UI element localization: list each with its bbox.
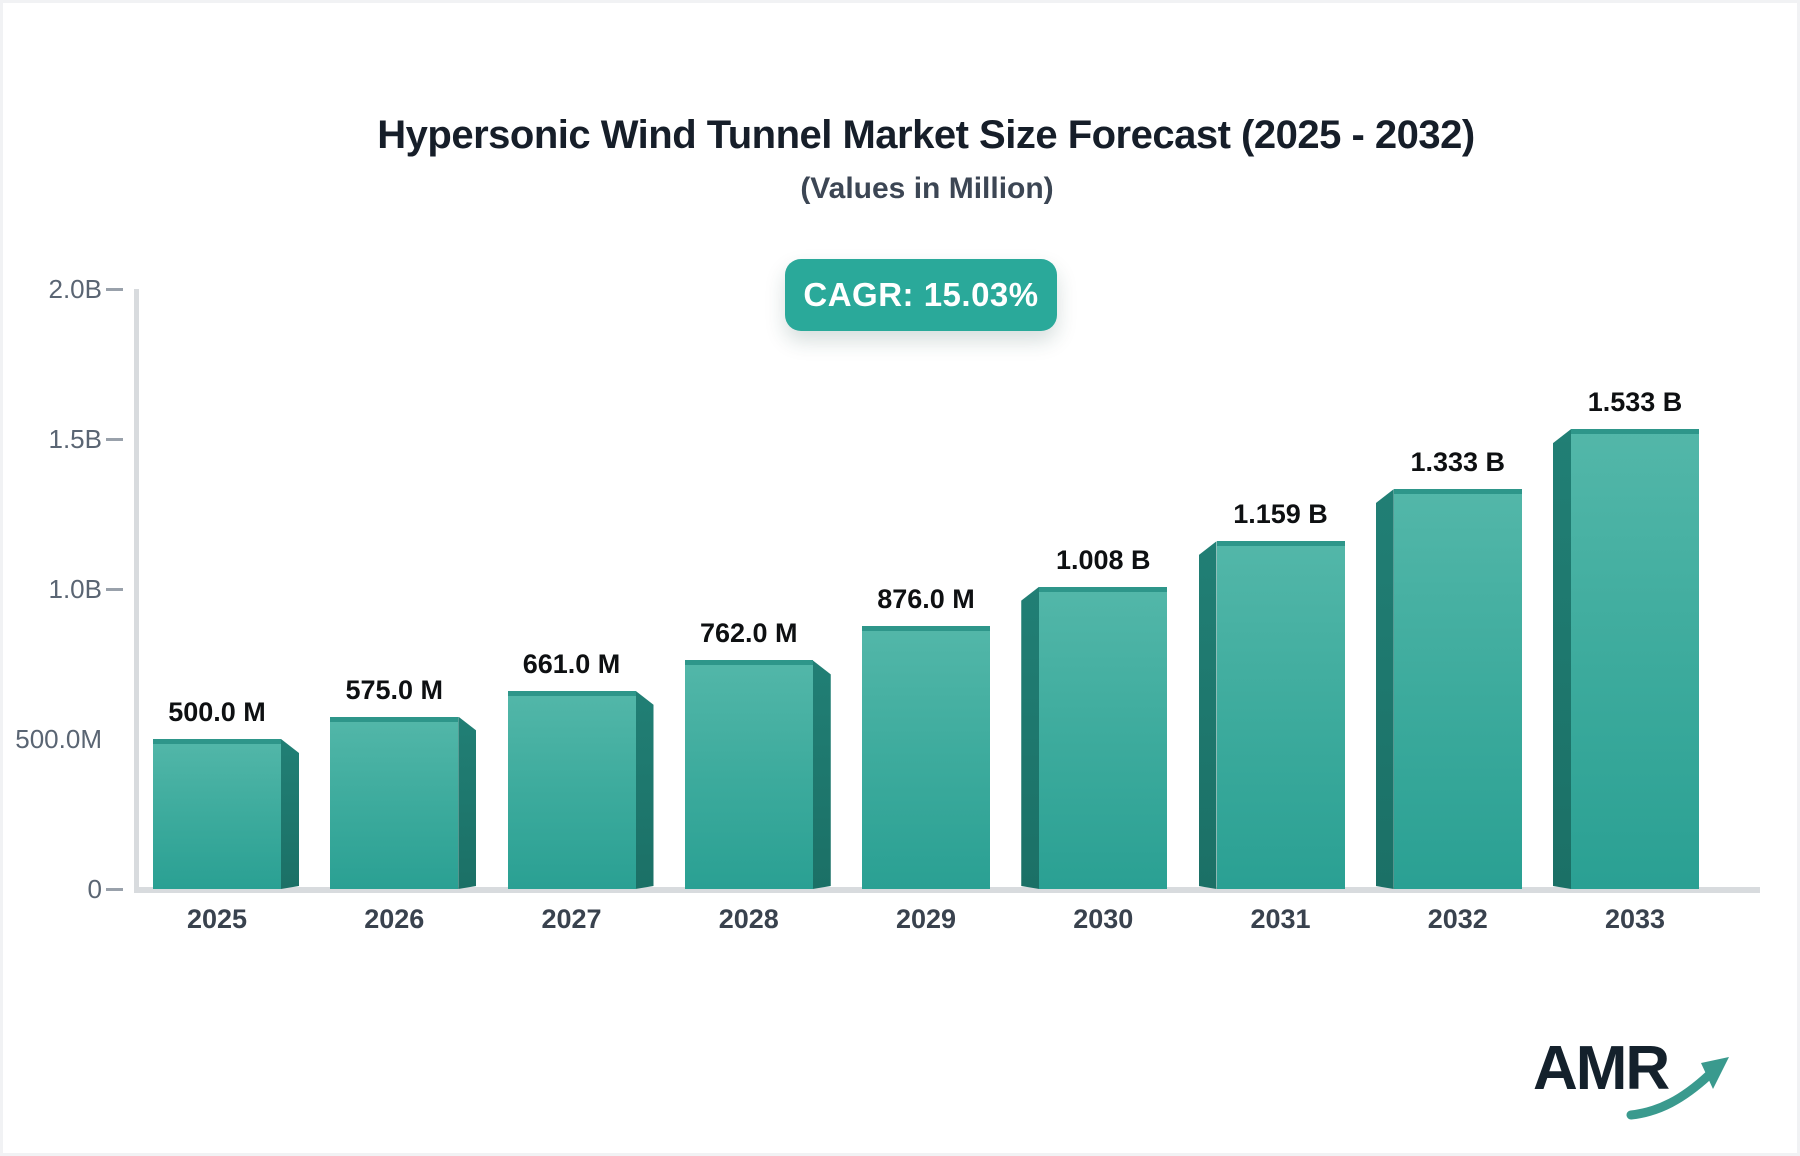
cagr-badge: CAGR: 15.03% xyxy=(785,259,1057,331)
bar-front-face xyxy=(153,739,281,889)
x-axis-line xyxy=(134,887,1760,893)
x-axis-label-2028: 2028 xyxy=(718,904,779,934)
cagr-badge-label: CAGR: 15.03% xyxy=(803,276,1039,313)
amr-logo-arrow-icon xyxy=(1626,1057,1729,1120)
bar-front-face xyxy=(1571,429,1699,889)
bar-front-face xyxy=(507,690,636,889)
bar-front-face xyxy=(684,660,813,889)
bar-side-face xyxy=(1375,489,1394,889)
bar-value-label: 661.0 M xyxy=(522,648,621,679)
y-axis-label: 2.0B xyxy=(48,274,103,304)
y-axis-label: 1.5B xyxy=(48,424,103,454)
x-axis-label-2032: 2032 xyxy=(1427,904,1488,934)
amr-logo-text: AMR xyxy=(1533,1034,1670,1103)
bar-side-face xyxy=(1198,541,1217,889)
bar-value-label: 1.159 B xyxy=(1233,499,1328,530)
bar-top-edge xyxy=(330,716,459,722)
bar-side-face xyxy=(635,690,654,889)
bar-value-label: 1.533 B xyxy=(1587,387,1683,418)
bar-top-edge xyxy=(1393,489,1522,495)
x-axis-label-2031: 2031 xyxy=(1250,904,1311,934)
bar-value-label: 762.0 M xyxy=(699,618,798,649)
bar-front-face xyxy=(1039,586,1168,889)
x-axis-label-2029: 2029 xyxy=(895,904,957,934)
bar-top-edge xyxy=(862,626,990,632)
bar-top-edge xyxy=(153,739,281,744)
bar-top-edge xyxy=(1571,429,1699,435)
bar-top-edge xyxy=(507,690,636,696)
bar-top-edge xyxy=(1039,586,1168,592)
bar-value-label: 500.0 M xyxy=(168,697,266,727)
bar-top-edge xyxy=(684,660,813,666)
bar-front-face xyxy=(330,716,459,889)
bar-chart: 2.0B 1.5B 1.0B 500.0M 0 500.0 M 2025 575.0 M 202… xyxy=(3,3,1797,1153)
bar-side-face xyxy=(812,660,831,889)
chart-subtitle: (Values in Million) xyxy=(800,172,1054,205)
bar-value-label: 1.008 B xyxy=(1055,544,1151,575)
x-axis-label-2026: 2026 xyxy=(364,904,425,934)
x-axis-label-2025: 2025 xyxy=(186,904,248,934)
x-axis-label-2030: 2030 xyxy=(1073,904,1134,934)
y-axis-line xyxy=(134,289,139,893)
bar-front-face xyxy=(1216,541,1345,889)
bar-value-label: 876.0 M xyxy=(877,584,975,615)
y-axis-tick xyxy=(106,438,123,441)
x-axis-label-2033: 2033 xyxy=(1604,904,1666,934)
bar-value-label: 1.333 B xyxy=(1410,447,1506,478)
bar-top-edge xyxy=(1216,541,1345,547)
chart-title: Hypersonic Wind Tunnel Market Size Forec… xyxy=(377,113,1475,157)
bar-side-face xyxy=(1021,586,1040,889)
x-axis-label-2027: 2027 xyxy=(541,904,602,934)
amr-logo: AMR xyxy=(1525,1031,1745,1121)
y-axis-label: 500.0M xyxy=(15,724,102,754)
bar-front-face xyxy=(1393,489,1522,889)
bar-side-face xyxy=(1553,429,1571,889)
bar-value-label: 575.0 M xyxy=(345,674,444,705)
y-axis-tick xyxy=(106,588,123,591)
y-axis-tick xyxy=(106,888,123,891)
bar-front-face xyxy=(862,626,990,889)
y-axis-tick xyxy=(106,288,123,291)
y-axis-label: 1.0B xyxy=(48,574,103,604)
y-axis-label: 0 xyxy=(87,874,102,904)
bar-side-face xyxy=(281,739,299,889)
bar-side-face xyxy=(458,716,477,889)
